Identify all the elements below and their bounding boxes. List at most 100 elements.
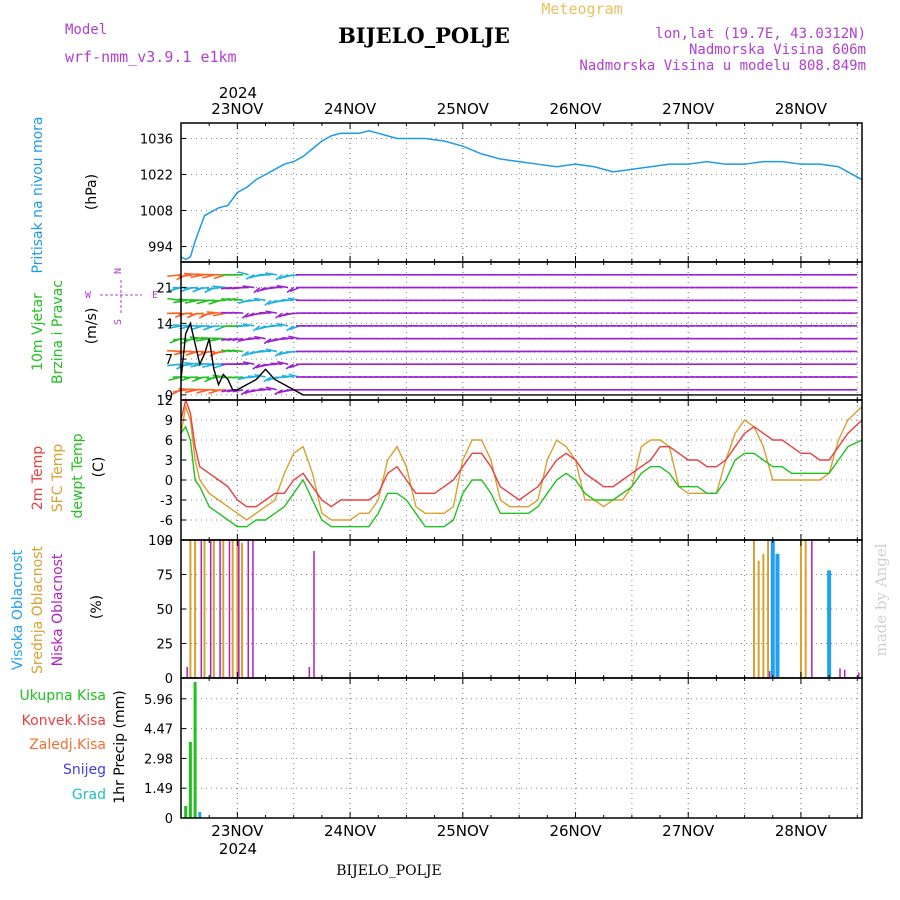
compass-w: W (85, 290, 92, 301)
pressure-unit: (hPa) (84, 174, 100, 210)
cloud-mid-bar (189, 540, 192, 678)
cloud-mid-bar (212, 540, 215, 678)
precip-tick-label: 4.47 (144, 723, 173, 738)
precip-tick-label: 1.49 (144, 782, 173, 797)
bottom-date-26NOV: 26NOV (549, 822, 602, 840)
precip-legend-frz: Zaledj.Kisa (29, 737, 106, 753)
cloud-mid-bar (194, 540, 197, 678)
pressure-tick-label: 1008 (140, 205, 173, 220)
data-layer (166, 129, 863, 818)
model-label: Model (65, 22, 107, 38)
bottom-date-23NOV: 23NOV (211, 822, 264, 840)
top-date-28NOV: 28NOV (775, 100, 828, 118)
model-name: wrf-nmm_v3.9.1 e1km (65, 48, 237, 66)
wind-barbs (166, 271, 858, 396)
cloud-low-bar (811, 540, 813, 678)
pressure-frame (180, 122, 863, 263)
cloud-mid-bar (231, 540, 234, 678)
compass-n: N (113, 268, 124, 274)
cloud-high-bar (775, 553, 780, 678)
cloud-label-low: Niska Oblacnost (50, 553, 66, 666)
cloud-low-bar (313, 551, 315, 678)
top-date-labels: 23NOV 24NOV 25NOV 26NOV 27NOV 28NOV (211, 100, 827, 118)
pressure-line (180, 129, 863, 261)
temp-t2m-line (180, 397, 863, 508)
temp-label-3: dewpt Temp (70, 433, 86, 518)
meteogram-label: Meteogram (541, 0, 622, 18)
cloud-mid-bar (752, 540, 755, 678)
wind-tick-label: 14 (156, 317, 173, 332)
top-date-26NOV: 26NOV (549, 100, 602, 118)
wind-unit: (m/s) (84, 308, 100, 345)
cloud-low-bar (843, 669, 846, 678)
cloud-low-bar (200, 540, 203, 678)
precip-unit: 1hr Precip (mm) (112, 690, 128, 803)
cloud-high-bar (770, 540, 775, 678)
temp-unit: (C) (91, 457, 107, 478)
cloud-tick-label: 0 (165, 672, 173, 687)
wind-compass: N W E S (85, 268, 158, 325)
temp-label-1: 2m Temp (30, 446, 46, 510)
temp-frame (180, 399, 863, 541)
temp-sfc-line (180, 403, 863, 521)
precip-total-bar (188, 742, 192, 818)
top-date-23NOV: 23NOV (211, 100, 264, 118)
temp-tick-label: 0 (165, 474, 173, 489)
bottom-date-25NOV: 25NOV (437, 822, 490, 840)
precip-snow-bar (198, 812, 202, 818)
year-top: 2024 (219, 84, 257, 102)
cloud-mid-bar (799, 540, 802, 678)
tick-labels: 994100810221036071421-9-6-30369120255075… (140, 132, 186, 827)
cloud-unit: (%) (89, 595, 105, 619)
temp-tick-label: -6 (160, 514, 173, 529)
compass-e: E (152, 290, 158, 301)
chart-title: BIJELO_POLJE (338, 23, 510, 48)
temp-dewpt-line (180, 425, 863, 528)
cloud-label-high: Visoka Oblacnost (10, 549, 26, 670)
wind-speed-line (180, 321, 862, 396)
cloud-low-bar (839, 668, 841, 678)
pressure-tick-label: 1022 (140, 168, 173, 183)
wind-label-1: 10m Vjetar (30, 293, 46, 371)
cloud-low-bar (858, 672, 860, 678)
elevation-text: Nadmorska Visina 606m (689, 42, 866, 58)
model-elevation-text: Nadmorska Visina u modelu 808.849m (579, 58, 866, 74)
top-date-25NOV: 25NOV (437, 100, 490, 118)
temp-tick-label: 9 (165, 414, 173, 429)
precip-frame (180, 677, 863, 819)
wind-frame (180, 261, 863, 401)
bottom-date-27NOV: 27NOV (662, 822, 715, 840)
cloud-label-mid: Srednja Oblacnost (30, 546, 46, 674)
cloud-mid-bar (203, 540, 206, 678)
precip-tick-label: 2.98 (144, 752, 173, 767)
cloud-low-bar (238, 540, 240, 678)
cloud-mid-bar (804, 540, 807, 678)
precip-legend-conv: Konvek.Kisa (22, 713, 106, 729)
cloud-low-bar (186, 666, 188, 678)
compass-s: S (113, 319, 124, 325)
bottom-date-labels: 23NOV 24NOV 25NOV 26NOV 27NOV 28NOV (211, 822, 827, 840)
cloud-tick-label: 25 (156, 638, 173, 653)
watermark: made by Angel (872, 543, 890, 656)
top-date-24NOV: 24NOV (324, 100, 377, 118)
cloud-low-bar (768, 671, 771, 678)
top-date-27NOV: 27NOV (662, 100, 715, 118)
cloud-mid-bar (222, 540, 225, 678)
pressure-tick-label: 1036 (140, 132, 173, 147)
cloud-tick-label: 100 (148, 534, 173, 549)
temp-tick-label: 12 (156, 394, 173, 409)
cloud-low-bar (247, 540, 250, 678)
cloud-low-bar (228, 540, 231, 678)
cloud-tick-label: 50 (156, 603, 173, 618)
precip-legend-snow: Snijeg (63, 762, 106, 778)
bottom-date-28NOV: 28NOV (775, 822, 828, 840)
temp-tick-label: 3 (165, 454, 173, 469)
wind-label-2: Brzina i Pravac (50, 280, 66, 384)
pressure-label: Pritisak na nivou mora (30, 116, 46, 273)
temp-tick-label: -3 (160, 494, 173, 509)
precip-total-bar (193, 682, 197, 818)
cloud-low-bar (308, 666, 311, 678)
wind-tick-label: 7 (165, 353, 173, 368)
cloud-mid-bar (757, 560, 760, 678)
